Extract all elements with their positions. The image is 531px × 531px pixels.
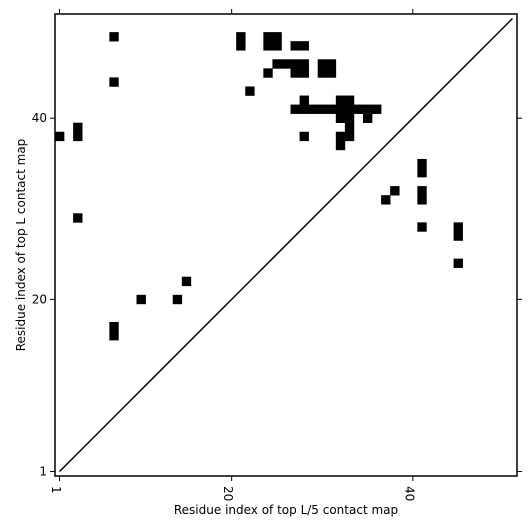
- contact-cell: [272, 59, 282, 69]
- contact-cell: [344, 131, 355, 142]
- contact-cell: [299, 131, 309, 142]
- contact-cell: [172, 294, 183, 305]
- contact-cell: [263, 68, 273, 78]
- contact-cell: [417, 195, 427, 205]
- contact-cell: [299, 104, 309, 114]
- axis-ticks: 1 20 40 1 20 40: [32, 9, 522, 501]
- contact-cell: [73, 213, 83, 223]
- contact-cell: [453, 258, 463, 268]
- contact-cell: [109, 331, 119, 341]
- contact-cell: [417, 222, 427, 232]
- contact-cell: [317, 104, 328, 114]
- contact-cell: [263, 32, 273, 42]
- contact-cell: [281, 59, 291, 69]
- contact-cell: [326, 104, 337, 114]
- contact-cell: [326, 68, 337, 78]
- contact-cell: [299, 59, 309, 69]
- contact-cell: [109, 322, 119, 332]
- contact-cell: [417, 168, 427, 178]
- contact-cell: [109, 32, 119, 42]
- contact-cell: [335, 104, 346, 114]
- contact-cell: [290, 59, 300, 69]
- contact-cell: [344, 104, 355, 114]
- contact-cell: [55, 131, 65, 142]
- contact-cell: [245, 86, 255, 96]
- contact-cell: [344, 113, 355, 124]
- contact-cells: [55, 32, 463, 341]
- contact-cell: [417, 158, 427, 169]
- contact-cell: [236, 41, 246, 51]
- y-tick-label: 40: [32, 111, 47, 125]
- contact-cell: [453, 231, 463, 241]
- contact-cell: [453, 222, 463, 232]
- plot-frame: [54, 13, 518, 477]
- contact-cell: [109, 77, 119, 87]
- contact-cell: [363, 113, 373, 124]
- y-tick-label: 1: [39, 464, 47, 478]
- x-tick-label: 40: [402, 486, 416, 501]
- contact-cell: [299, 95, 309, 105]
- y-axis-title: Residue index of top L contact map: [14, 139, 28, 352]
- contact-cell: [308, 104, 319, 114]
- x-tick-label: 1: [49, 486, 63, 494]
- contact-cell: [344, 95, 355, 105]
- contact-cell: [236, 32, 246, 42]
- contact-cell: [344, 122, 355, 133]
- contact-cell: [290, 41, 300, 51]
- contact-cell: [326, 59, 337, 69]
- contact-cell: [335, 95, 346, 105]
- x-axis-title: Residue index of top L/5 contact map: [174, 503, 398, 517]
- contact-cell: [290, 104, 300, 114]
- contact-cell: [272, 32, 282, 42]
- contact-cell: [317, 68, 328, 78]
- contact-cell: [136, 294, 146, 305]
- contact-cell: [73, 122, 83, 133]
- contact-cell: [335, 131, 346, 142]
- contact-cell: [381, 195, 391, 205]
- diagonal-line: [58, 17, 514, 473]
- contact-cell: [335, 140, 346, 151]
- contact-cell: [73, 131, 83, 142]
- contact-cell: [299, 68, 309, 78]
- x-tick-label: 20: [221, 486, 235, 501]
- contact-cell: [317, 59, 328, 69]
- contact-cell: [181, 276, 192, 287]
- contact-cell: [263, 41, 273, 51]
- contact-cell: [290, 68, 300, 78]
- contact-cell: [417, 186, 427, 196]
- contact-cell: [299, 41, 309, 51]
- contact-cell: [272, 41, 282, 51]
- contact-cell: [363, 104, 373, 114]
- contact-cell: [353, 104, 364, 114]
- contact-cell: [335, 113, 346, 124]
- contact-cell: [372, 104, 382, 114]
- contact-cell: [390, 186, 400, 196]
- y-tick-label: 20: [32, 292, 47, 306]
